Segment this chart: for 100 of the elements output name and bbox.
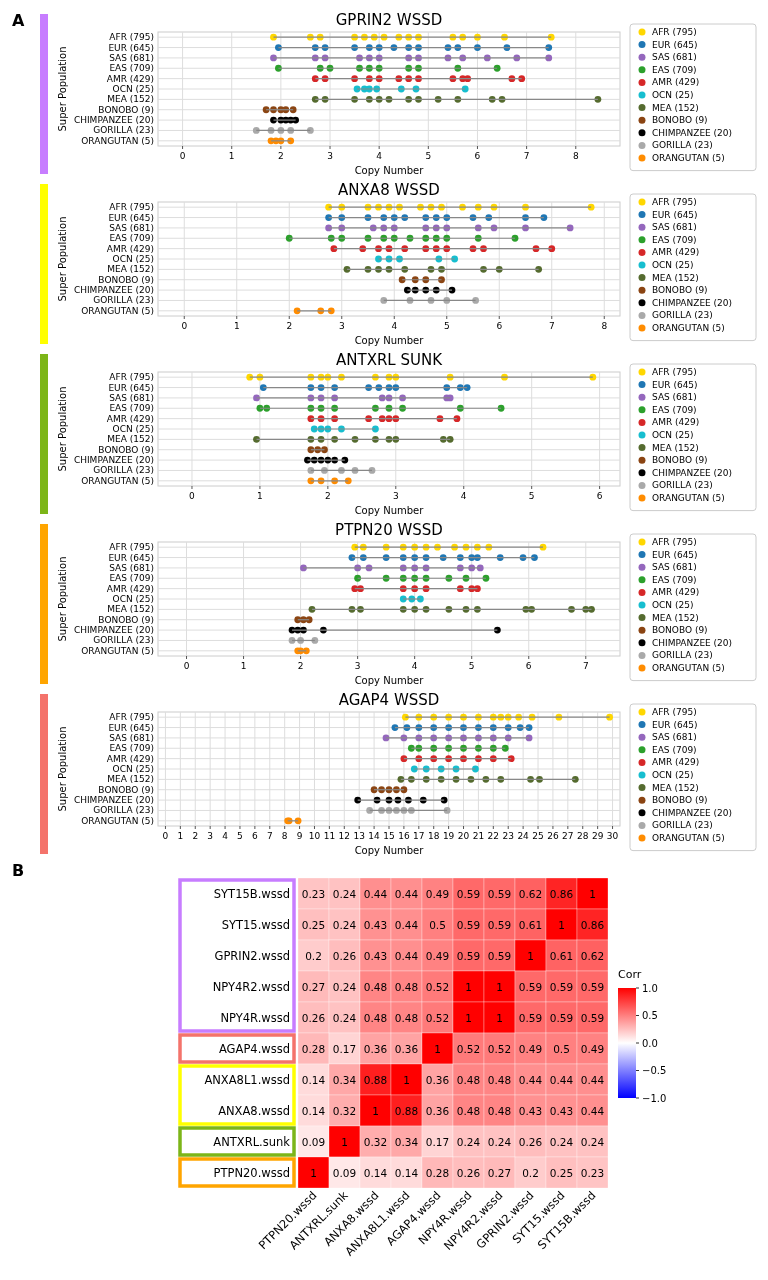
x-tick-label: 1 [177, 831, 184, 841]
text: A [12, 11, 25, 30]
data-label: 1 [434, 1042, 441, 1055]
legend-label: MEA (152) [652, 782, 699, 793]
y-tick-label: AMR (429) [106, 753, 154, 764]
legend-label: EAS (709) [652, 64, 697, 75]
data-label: 0.26 [518, 1135, 543, 1148]
legend-label: OCN (25) [652, 430, 694, 440]
x-tick-label: 21 [472, 831, 485, 841]
chart-title: AGAP4 WSSD [338, 691, 440, 709]
data-label: 1 [465, 1011, 472, 1024]
y-tick-label: ANTXRL.sunk [213, 1134, 291, 1149]
data-label: 0.25 [301, 918, 326, 931]
chart-title: PTPN20 WSSD [335, 521, 443, 539]
x-tick-label: 27 [562, 831, 574, 841]
data-label: 0.59 [487, 887, 512, 900]
y-tick-label: CHIMPANZEE (20) [73, 795, 154, 806]
y-tick-label: ORANGUTAN (5) [81, 815, 154, 826]
data-label: 0.17 [425, 1135, 450, 1148]
data-label: 0.44 [394, 949, 419, 962]
data-label: 0.24 [549, 1135, 574, 1148]
y-tick-label: EAS (709) [109, 743, 154, 754]
legend-label: MEA (152) [652, 272, 699, 283]
color-bar-label: 0.5 [642, 1010, 658, 1021]
legend-label: EAS (709) [652, 744, 697, 755]
legend-label: AFR (795) [652, 27, 697, 37]
legend-label: GORILLA (23) [652, 650, 713, 661]
data-label: 0.14 [363, 1166, 388, 1179]
legend-label: BONOBO (9) [652, 795, 708, 806]
data-label: 0.44 [549, 1073, 574, 1086]
data-label: 0.52 [456, 1042, 481, 1055]
data-label: 1 [372, 1104, 379, 1117]
legend-label: BONOBO (9) [652, 285, 708, 296]
data-label: 1 [403, 1073, 410, 1086]
x-tick-label: 7 [523, 151, 530, 161]
legend-label: GORILLA (23) [652, 310, 713, 321]
data-label: 0.43 [363, 949, 388, 962]
y-tick-label: PTPN20.wssd [213, 1165, 290, 1180]
x-tick-label: 6 [252, 831, 258, 841]
legend-label: BONOBO (9) [652, 625, 708, 636]
y-tick-label: BONOBO (9) [98, 784, 154, 795]
y-tick-label: ANXA8.wssd [218, 1103, 290, 1118]
legend-label: AFR (795) [652, 197, 697, 207]
y-tick-label: BONOBO (9) [98, 444, 154, 455]
x-tick-label: 11 [323, 831, 336, 841]
x-tick-label: 28 [577, 831, 589, 841]
y-tick-label: AMR (429) [106, 413, 154, 424]
legend-label: OCN (25) [652, 600, 694, 610]
data-label: 0.88 [394, 1104, 419, 1117]
x-tick-label: 5 [443, 321, 450, 331]
legend-label: EAS (709) [652, 574, 697, 585]
y-tick-label: CHIMPANZEE (20) [73, 455, 154, 466]
data-label: 0.24 [456, 1135, 481, 1148]
y-tick-label: AFR (795) [109, 372, 154, 383]
legend-label: CHIMPANZEE (20) [652, 637, 733, 648]
chart-title: ANXA8 WSSD [338, 181, 440, 199]
legend-label: GORILLA (23) [652, 820, 713, 831]
x-tick-label: 3 [327, 151, 333, 161]
y-tick-label: AFR (795) [109, 542, 154, 553]
x-axis-title: Copy Number [354, 335, 425, 346]
legend-label: SAS (681) [652, 732, 697, 743]
y-tick-label: ORANGUTAN (5) [81, 475, 154, 486]
x-axis-title: Copy Number [354, 165, 425, 176]
data-label: 0.27 [301, 980, 326, 993]
x-tick-label: 20 [457, 831, 470, 841]
legend-label: EUR (645) [652, 549, 698, 560]
y-tick-label: ORANGUTAN (5) [81, 645, 154, 656]
y-tick-label: CHIMPANZEE (20) [73, 115, 154, 126]
y-axis-title: Super Population [57, 46, 68, 132]
y-tick-label: NPY4R.wssd [220, 1010, 290, 1025]
legend-label: AMR (429) [652, 587, 700, 598]
data-label: 0.52 [487, 1042, 512, 1055]
data-label: 0.59 [518, 1011, 543, 1024]
data-label: 0.14 [301, 1104, 326, 1117]
data-label: 0.59 [549, 1011, 574, 1024]
y-tick-label: NPY4R2.wssd [212, 979, 290, 994]
data-label: 0.48 [456, 1104, 481, 1117]
legend-label: EUR (645) [652, 39, 698, 50]
y-tick-label: EUR (645) [108, 722, 154, 733]
legend-label: EUR (645) [652, 379, 698, 390]
data-label: 1 [558, 918, 565, 931]
data-label: 0.88 [363, 1073, 388, 1086]
data-label: 0.43 [363, 918, 388, 931]
data-label: 0.48 [363, 980, 388, 993]
x-tick-label: 6 [596, 491, 603, 501]
y-tick-label: GORILLA (23) [93, 635, 154, 646]
x-tick-label: 3 [392, 491, 399, 501]
data-label: 1 [310, 1166, 317, 1179]
x-tick-label: 1 [257, 491, 263, 501]
data-label: 0.25 [549, 1166, 574, 1179]
legend-label: SAS (681) [652, 52, 697, 63]
data-label: 0.62 [518, 887, 543, 900]
data-label: 0.61 [549, 949, 574, 962]
legend-label: ORANGUTAN (5) [652, 323, 725, 333]
y-tick-label: GPRIN2.wssd [214, 948, 290, 963]
legend-label: AMR (429) [652, 77, 700, 88]
x-tick-label: 4 [460, 491, 467, 501]
x-tick-label: 6 [525, 661, 532, 671]
y-tick-label: AFR (795) [109, 32, 154, 43]
x-tick-label: 5 [237, 831, 243, 841]
